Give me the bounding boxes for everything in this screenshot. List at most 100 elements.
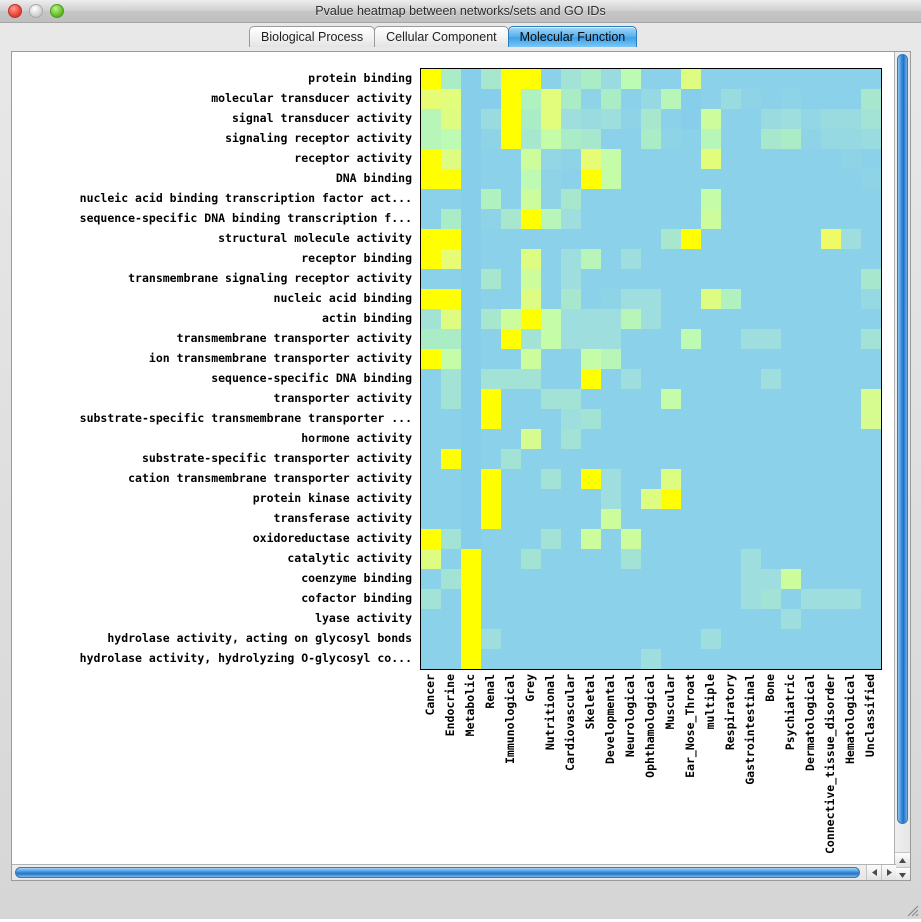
heatmap-cell[interactable] xyxy=(721,529,741,549)
heatmap-cell[interactable] xyxy=(621,649,641,669)
heatmap-cell[interactable] xyxy=(581,629,601,649)
heatmap-cell[interactable] xyxy=(561,109,581,129)
heatmap-cell[interactable] xyxy=(721,209,741,229)
heatmap-cell[interactable] xyxy=(621,369,641,389)
heatmap-cell[interactable] xyxy=(521,649,541,669)
heatmap-cell[interactable] xyxy=(601,509,621,529)
heatmap-cell[interactable] xyxy=(821,89,841,109)
heatmap-cell[interactable] xyxy=(641,649,661,669)
heatmap-cell[interactable] xyxy=(461,129,481,149)
heatmap-cell[interactable] xyxy=(641,489,661,509)
heatmap-cell[interactable] xyxy=(821,309,841,329)
heatmap-cell[interactable] xyxy=(841,549,861,569)
heatmap-cell[interactable] xyxy=(781,609,801,629)
heatmap-cell[interactable] xyxy=(681,69,701,89)
heatmap-cell[interactable] xyxy=(521,609,541,629)
heatmap-cell[interactable] xyxy=(461,329,481,349)
heatmap-cell[interactable] xyxy=(641,129,661,149)
heatmap-cell[interactable] xyxy=(521,69,541,89)
heatmap-cell[interactable] xyxy=(741,149,761,169)
heatmap-cell[interactable] xyxy=(701,389,721,409)
heatmap-cell[interactable] xyxy=(821,69,841,89)
heatmap-cell[interactable] xyxy=(821,549,841,569)
heatmap-cell[interactable] xyxy=(741,629,761,649)
heatmap-cell[interactable] xyxy=(481,149,501,169)
heatmap-cell[interactable] xyxy=(681,329,701,349)
heatmap-cell[interactable] xyxy=(841,189,861,209)
heatmap-cell[interactable] xyxy=(441,329,461,349)
heatmap-cell[interactable] xyxy=(661,529,681,549)
heatmap-cell[interactable] xyxy=(601,529,621,549)
heatmap-cell[interactable] xyxy=(601,309,621,329)
heatmap-cell[interactable] xyxy=(821,369,841,389)
heatmap-cell[interactable] xyxy=(701,269,721,289)
heatmap-cell[interactable] xyxy=(801,429,821,449)
heatmap-cell[interactable] xyxy=(421,309,441,329)
heatmap-cell[interactable] xyxy=(441,409,461,429)
heatmap-cell[interactable] xyxy=(861,209,881,229)
zoom-button[interactable] xyxy=(50,4,64,18)
heatmap-cell[interactable] xyxy=(521,469,541,489)
heatmap-cell[interactable] xyxy=(541,109,561,129)
heatmap-cell[interactable] xyxy=(421,489,441,509)
heatmap-cell[interactable] xyxy=(561,309,581,329)
heatmap-cell[interactable] xyxy=(821,449,841,469)
heatmap-cell[interactable] xyxy=(781,589,801,609)
vertical-scrollbar[interactable] xyxy=(894,52,910,880)
heatmap-cell[interactable] xyxy=(581,209,601,229)
heatmap-cell[interactable] xyxy=(481,549,501,569)
heatmap-cell[interactable] xyxy=(421,149,441,169)
heatmap-cell[interactable] xyxy=(861,129,881,149)
heatmap-cell[interactable] xyxy=(441,229,461,249)
heatmap-cell[interactable] xyxy=(421,329,441,349)
heatmap-cell[interactable] xyxy=(581,349,601,369)
heatmap-cell[interactable] xyxy=(481,189,501,209)
heatmap-cell[interactable] xyxy=(601,489,621,509)
heatmap-cell[interactable] xyxy=(441,169,461,189)
heatmap-cell[interactable] xyxy=(741,609,761,629)
heatmap-cell[interactable] xyxy=(861,189,881,209)
heatmap-cell[interactable] xyxy=(521,409,541,429)
heatmap-cell[interactable] xyxy=(581,529,601,549)
heatmap-cell[interactable] xyxy=(521,329,541,349)
scroll-down-icon[interactable] xyxy=(895,867,910,880)
heatmap-cell[interactable] xyxy=(621,149,641,169)
heatmap-cell[interactable] xyxy=(661,309,681,329)
heatmap-cell[interactable] xyxy=(861,149,881,169)
heatmap-cell[interactable] xyxy=(781,169,801,189)
heatmap-cell[interactable] xyxy=(621,289,641,309)
heatmap-cell[interactable] xyxy=(841,509,861,529)
heatmap-cell[interactable] xyxy=(501,369,521,389)
heatmap-cell[interactable] xyxy=(861,609,881,629)
heatmap-cell[interactable] xyxy=(581,69,601,89)
heatmap-cell[interactable] xyxy=(561,649,581,669)
heatmap-cell[interactable] xyxy=(641,169,661,189)
heatmap-cell[interactable] xyxy=(661,269,681,289)
heatmap-cell[interactable] xyxy=(601,469,621,489)
heatmap-cell[interactable] xyxy=(801,149,821,169)
heatmap-cell[interactable] xyxy=(761,649,781,669)
heatmap-cell[interactable] xyxy=(761,389,781,409)
heatmap-cell[interactable] xyxy=(441,349,461,369)
heatmap-grid[interactable] xyxy=(420,68,882,670)
heatmap-cell[interactable] xyxy=(501,209,521,229)
heatmap-cell[interactable] xyxy=(581,149,601,169)
heatmap-cell[interactable] xyxy=(461,629,481,649)
heatmap-cell[interactable] xyxy=(441,189,461,209)
heatmap-cell[interactable] xyxy=(621,549,641,569)
heatmap-cell[interactable] xyxy=(681,369,701,389)
heatmap-cell[interactable] xyxy=(561,569,581,589)
heatmap-cell[interactable] xyxy=(761,409,781,429)
heatmap-cell[interactable] xyxy=(481,289,501,309)
heatmap-cell[interactable] xyxy=(661,349,681,369)
heatmap-cell[interactable] xyxy=(601,329,621,349)
heatmap-cell[interactable] xyxy=(841,389,861,409)
heatmap-cell[interactable] xyxy=(561,149,581,169)
heatmap-cell[interactable] xyxy=(461,109,481,129)
heatmap-cell[interactable] xyxy=(601,569,621,589)
heatmap-cell[interactable] xyxy=(861,629,881,649)
heatmap-cell[interactable] xyxy=(521,509,541,529)
heatmap-cell[interactable] xyxy=(601,609,621,629)
heatmap-cell[interactable] xyxy=(821,149,841,169)
heatmap-cell[interactable] xyxy=(621,229,641,249)
